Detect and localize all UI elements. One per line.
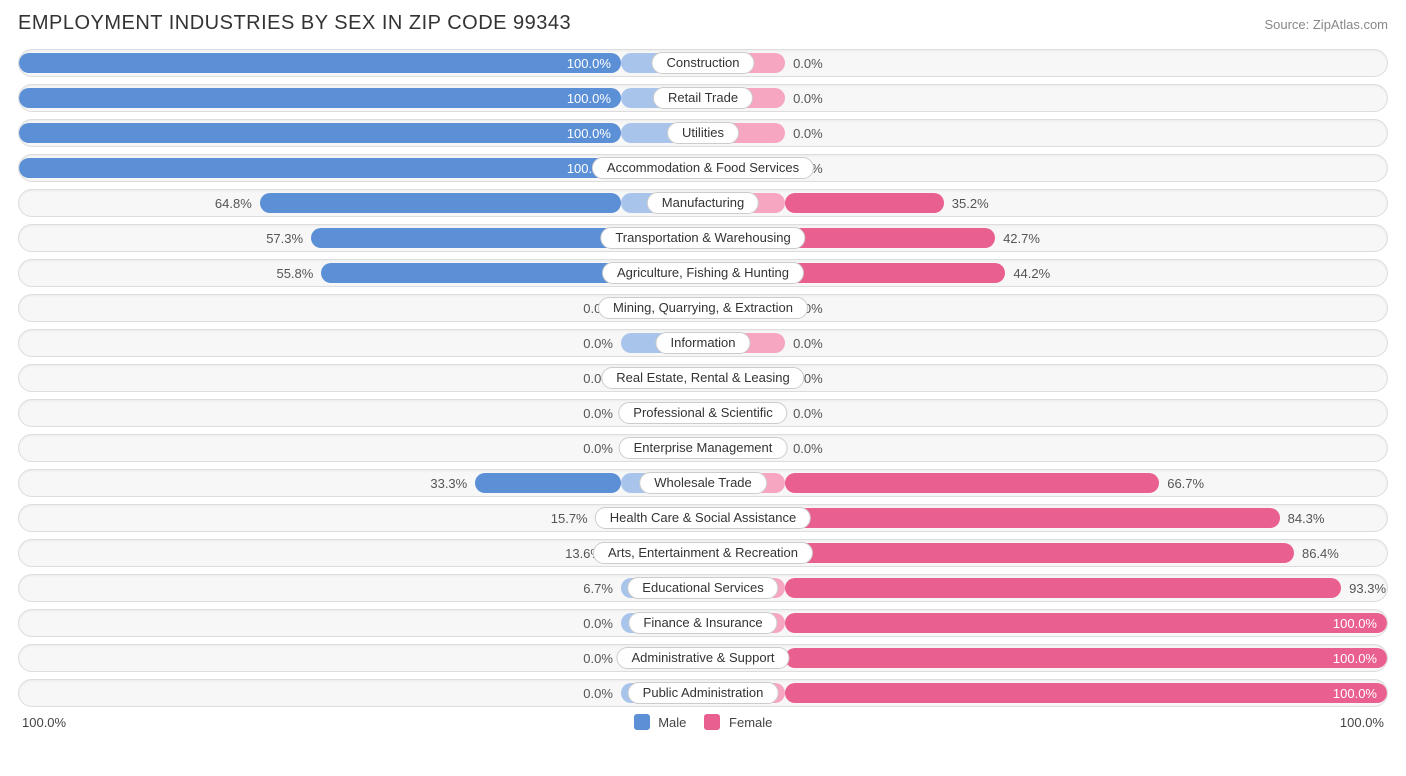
male-value: 57.3%	[258, 231, 311, 246]
female-value: 86.4%	[1294, 546, 1347, 561]
chart-row: 55.8% 44.2% Agriculture, Fishing & Hunting	[18, 259, 1388, 287]
male-value: 0.0%	[575, 616, 621, 631]
axis-right-label: 100.0%	[1340, 715, 1384, 730]
male-value: 100.0%	[557, 126, 621, 141]
legend-female-label: Female	[729, 715, 772, 730]
chart-row: 0.0% 0.0%Professional & Scientific	[18, 399, 1388, 427]
category-label: Wholesale Trade	[639, 472, 767, 494]
category-label: Public Administration	[628, 682, 779, 704]
male-value: 15.7%	[543, 511, 596, 526]
category-label: Manufacturing	[647, 192, 759, 214]
chart-row: 100.0% 0.0% Retail Trade	[18, 84, 1388, 112]
swatch-male	[634, 714, 650, 730]
category-label: Utilities	[667, 122, 739, 144]
category-label: Information	[655, 332, 750, 354]
male-value: 64.8%	[207, 196, 260, 211]
chart-source: Source: ZipAtlas.com	[1264, 17, 1388, 32]
chart-title: EMPLOYMENT INDUSTRIES BY SEX IN ZIP CODE…	[18, 12, 571, 35]
chart-axis: 100.0% Male Female 100.0%	[18, 714, 1388, 730]
chart-legend: Male Female	[634, 714, 773, 730]
chart-row: 13.6%86.4%Arts, Entertainment & Recreati…	[18, 539, 1388, 567]
female-value: 35.2%	[944, 196, 997, 211]
female-value: 84.3%	[1280, 511, 1333, 526]
chart-row: 100.0%0.0%Accommodation & Food Services	[18, 154, 1388, 182]
female-value: 100.0%	[1323, 616, 1387, 631]
chart-row: 0.0%0.0%Mining, Quarrying, & Extraction	[18, 294, 1388, 322]
male-value: 100.0%	[557, 91, 621, 106]
chart-row: 0.0% 0.0% Information	[18, 329, 1388, 357]
female-value: 93.3%	[1341, 581, 1388, 596]
category-label: Mining, Quarrying, & Extraction	[598, 297, 808, 319]
category-label: Professional & Scientific	[618, 402, 787, 424]
chart-row: 100.0% 0.0% Construction	[18, 49, 1388, 77]
male-value: 0.0%	[575, 651, 621, 666]
chart-row: 100.0% 0.0% Utilities	[18, 119, 1388, 147]
chart-row: 0.0% 100.0% Administrative & Support	[18, 644, 1388, 672]
chart-row: 57.3% 42.7% Transportation & Warehousing	[18, 224, 1388, 252]
male-value: 6.7%	[575, 581, 621, 596]
chart-row: 0.0% 100.0% Finance & Insurance	[18, 609, 1388, 637]
female-value: 0.0%	[785, 126, 831, 141]
female-value: 0.0%	[785, 406, 831, 421]
diverging-bar-chart: 100.0% 0.0% Construction 100.0% 0.0% Retail T…	[18, 49, 1388, 707]
legend-female: Female	[704, 714, 772, 730]
category-label: Retail Trade	[653, 87, 753, 109]
chart-row: 0.0% 100.0% Public Administration	[18, 679, 1388, 707]
category-label: Health Care & Social Assistance	[595, 507, 811, 529]
male-value: 0.0%	[575, 406, 621, 421]
category-label: Construction	[652, 52, 755, 74]
female-value: 44.2%	[1005, 266, 1058, 281]
category-label: Educational Services	[627, 577, 778, 599]
male-value: 100.0%	[557, 56, 621, 71]
male-value: 33.3%	[422, 476, 475, 491]
category-label: Arts, Entertainment & Recreation	[593, 542, 813, 564]
legend-male-label: Male	[658, 715, 686, 730]
male-value: 55.8%	[268, 266, 321, 281]
chart-row: 64.8% 35.2% Manufacturing	[18, 189, 1388, 217]
chart-row: 0.0% 0.0%Enterprise Management	[18, 434, 1388, 462]
female-value: 0.0%	[785, 336, 831, 351]
category-label: Administrative & Support	[616, 647, 789, 669]
chart-row: 0.0%0.0%Real Estate, Rental & Leasing	[18, 364, 1388, 392]
legend-male: Male	[634, 714, 687, 730]
category-label: Accommodation & Food Services	[592, 157, 814, 179]
chart-row: 33.3% 66.7% Wholesale Trade	[18, 469, 1388, 497]
female-value: 0.0%	[785, 56, 831, 71]
chart-header: EMPLOYMENT INDUSTRIES BY SEX IN ZIP CODE…	[18, 12, 1388, 35]
category-label: Enterprise Management	[619, 437, 788, 459]
category-label: Agriculture, Fishing & Hunting	[602, 262, 804, 284]
female-value: 66.7%	[1159, 476, 1212, 491]
category-label: Finance & Insurance	[628, 612, 777, 634]
male-value: 0.0%	[575, 441, 621, 456]
axis-left-label: 100.0%	[22, 715, 66, 730]
category-label: Transportation & Warehousing	[600, 227, 805, 249]
male-value: 0.0%	[575, 686, 621, 701]
male-value: 0.0%	[575, 336, 621, 351]
female-value: 42.7%	[995, 231, 1048, 246]
female-value: 100.0%	[1323, 651, 1387, 666]
category-label: Real Estate, Rental & Leasing	[601, 367, 804, 389]
female-value: 100.0%	[1323, 686, 1387, 701]
chart-row: 15.7% 84.3% Health Care & Social Assistanc…	[18, 504, 1388, 532]
chart-row: 6.7% 93.3% Educational Services	[18, 574, 1388, 602]
female-value: 0.0%	[785, 441, 831, 456]
swatch-female	[704, 714, 720, 730]
female-value: 0.0%	[785, 91, 831, 106]
